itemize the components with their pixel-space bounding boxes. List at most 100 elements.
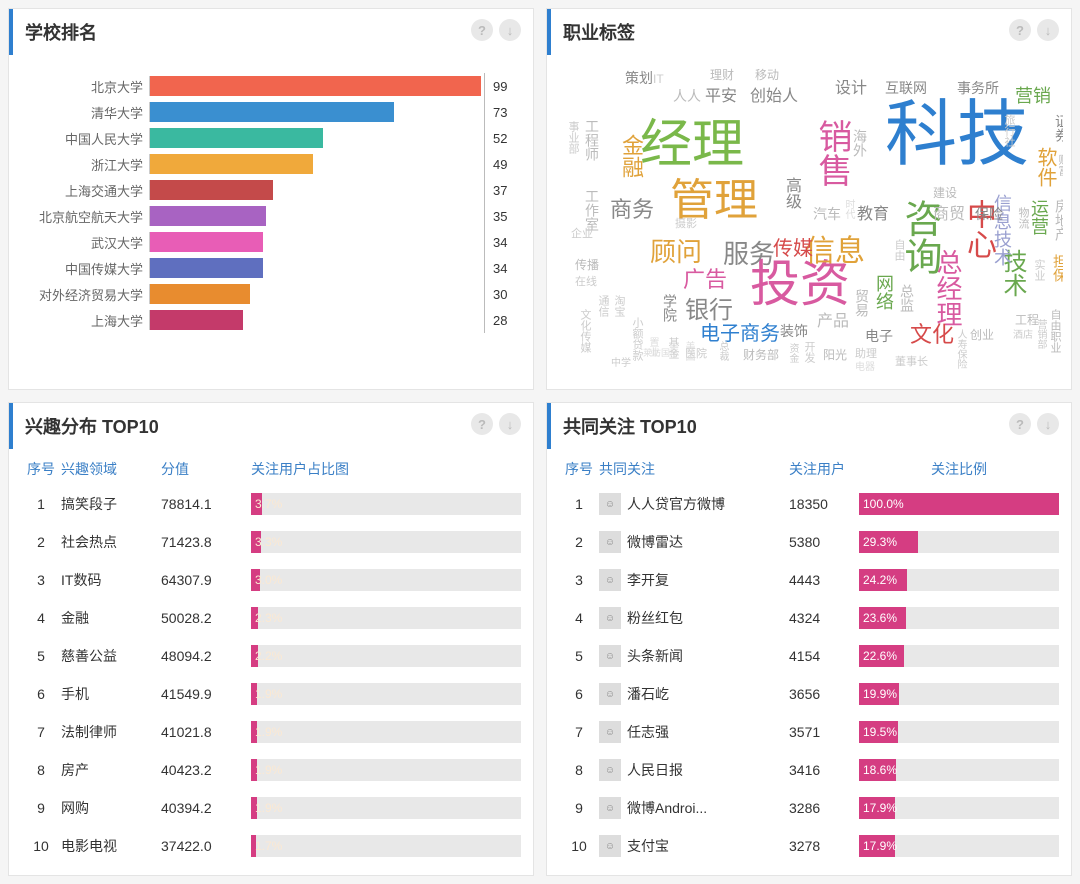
wordcloud-word: 软件 bbox=[1035, 147, 1055, 187]
wordcloud-word: 酒店 bbox=[1013, 331, 1033, 341]
wordcloud-word: 平安 bbox=[705, 89, 737, 105]
wordcloud-word: 阳光 bbox=[823, 349, 847, 361]
table-row: 2社会热点71423.83.3% bbox=[9, 523, 533, 561]
help-icon[interactable]: ? bbox=[1009, 19, 1031, 41]
wordcloud-word: 服务 bbox=[723, 241, 775, 267]
bar-row: 清华大学73 bbox=[21, 99, 521, 125]
cell-name: ☺微博雷达 bbox=[599, 531, 789, 553]
bar-row: 对外经济贸易大学30 bbox=[21, 281, 521, 307]
wordcloud-word: 创始人 bbox=[750, 89, 798, 105]
cell-users: 18350 bbox=[789, 496, 859, 512]
panel-follow-top10: 共同关注 TOP10 ? ↓ 序号 共同关注 关注用户 关注比例 1☺人人贷官方… bbox=[546, 402, 1072, 876]
wordcloud-word: 摄影 bbox=[675, 219, 697, 230]
wordcloud-word: 房地产 bbox=[1055, 199, 1063, 241]
wordcloud-word: 事业部 bbox=[567, 121, 578, 154]
cell-bar: 2.3% bbox=[251, 607, 521, 629]
wordcloud-word: 产品 bbox=[817, 314, 849, 330]
wordcloud-word: 旅行社 bbox=[1003, 114, 1014, 147]
download-icon[interactable]: ↓ bbox=[499, 19, 521, 41]
panel-title: 职业标签 bbox=[563, 19, 1059, 45]
cell-name: IT数码 bbox=[61, 570, 161, 590]
wordcloud-word: 工作室 bbox=[585, 189, 599, 231]
bar-value: 37 bbox=[485, 183, 521, 198]
bar-row: 武汉大学34 bbox=[21, 229, 521, 255]
cell-name: ☺微博Androi... bbox=[599, 797, 789, 819]
bar-label: 上海交通大学 bbox=[21, 181, 149, 200]
cell-users: 3656 bbox=[789, 686, 859, 702]
wordcloud-word: 证券 bbox=[1055, 114, 1063, 142]
cell-idx: 6 bbox=[559, 686, 599, 702]
bar-label: 上海大学 bbox=[21, 311, 149, 330]
cell-name: ☺潘石屹 bbox=[599, 683, 789, 705]
bar-row: 中国人民大学52 bbox=[21, 125, 521, 151]
cell-users: 3278 bbox=[789, 838, 859, 854]
wordcloud-word: 营销部 bbox=[1035, 319, 1045, 349]
wordcloud-word: 美国 bbox=[683, 341, 693, 361]
wordcloud-word: 电器 bbox=[855, 363, 875, 373]
cell-score: 41021.8 bbox=[161, 724, 251, 740]
wordcloud-word: 贸易 bbox=[855, 289, 869, 317]
cell-name: ☺粉丝红包 bbox=[599, 607, 789, 629]
wordcloud-word: 通信 bbox=[597, 295, 608, 317]
cell-ratio: 18.6% bbox=[859, 759, 1059, 781]
wordcloud-word: 互联网 bbox=[885, 81, 927, 95]
wordcloud-word: 网络 bbox=[875, 274, 893, 310]
panel-job-tags: 职业标签 ? ↓ 科技经理投资管理咨询销售信息中心总经理服务顾问技术银行商务广告… bbox=[546, 8, 1072, 390]
table-row: 6手机41549.91.9% bbox=[9, 675, 533, 713]
wordcloud-word: 销售 bbox=[815, 119, 849, 187]
bar-value: 35 bbox=[485, 209, 521, 224]
cell-idx: 6 bbox=[21, 686, 61, 702]
cell-ratio: 29.3% bbox=[859, 531, 1059, 553]
cell-name: 金融 bbox=[61, 608, 161, 628]
cell-name: ☺李开复 bbox=[599, 569, 789, 591]
help-icon[interactable]: ? bbox=[471, 413, 493, 435]
col-ratio: 关注比例 bbox=[859, 459, 1059, 479]
wordcloud-word: 移动 bbox=[755, 69, 779, 81]
cell-idx: 4 bbox=[21, 610, 61, 626]
cell-score: 50028.2 bbox=[161, 610, 251, 626]
wordcloud-word: 海外 bbox=[853, 129, 867, 157]
panel-title: 学校排名 bbox=[25, 19, 521, 45]
wordcloud-word: IT bbox=[653, 73, 664, 85]
cell-score: 37422.0 bbox=[161, 838, 251, 854]
wordcloud-word: 事务所 bbox=[957, 81, 999, 95]
wordcloud-word: 自由 bbox=[893, 239, 904, 261]
cell-name: 网购 bbox=[61, 798, 161, 818]
wordcloud-word: 淘宝 bbox=[613, 295, 624, 317]
download-icon[interactable]: ↓ bbox=[1037, 413, 1059, 435]
bar-value: 28 bbox=[485, 313, 521, 328]
cell-idx: 4 bbox=[559, 610, 599, 626]
cell-idx: 2 bbox=[21, 534, 61, 550]
help-icon[interactable]: ? bbox=[1009, 413, 1031, 435]
cell-bar: 2.2% bbox=[251, 645, 521, 667]
avatar: ☺ bbox=[599, 721, 621, 743]
wordcloud-word: 在线 bbox=[575, 277, 597, 288]
download-icon[interactable]: ↓ bbox=[499, 413, 521, 435]
cell-users: 3416 bbox=[789, 762, 859, 778]
table-row: 9网购40394.21.9% bbox=[9, 789, 533, 827]
wordcloud-word: 信息技术 bbox=[993, 194, 1011, 266]
wordcloud-word: 理财 bbox=[710, 69, 734, 81]
avatar: ☺ bbox=[599, 493, 621, 515]
wordcloud-word: 物流 bbox=[1017, 207, 1028, 229]
table-row: 2☺微博雷达538029.3% bbox=[547, 523, 1071, 561]
cell-score: 48094.2 bbox=[161, 648, 251, 664]
cell-idx: 1 bbox=[559, 496, 599, 512]
cell-bar: 3.0% bbox=[251, 569, 521, 591]
table-row: 10☺支付宝327817.9% bbox=[547, 827, 1071, 865]
bar-label: 清华大学 bbox=[21, 103, 149, 122]
cell-idx: 5 bbox=[21, 648, 61, 664]
cell-idx: 8 bbox=[21, 762, 61, 778]
bar-label: 北京大学 bbox=[21, 77, 149, 96]
wordcloud-word: 信息 bbox=[805, 237, 865, 267]
bar-value: 49 bbox=[485, 157, 521, 172]
wordcloud-word: 小额贷款 bbox=[631, 317, 642, 361]
wordcloud-word: 商务 bbox=[610, 199, 654, 221]
cell-users: 4154 bbox=[789, 648, 859, 664]
wordcloud-word: 金融 bbox=[620, 134, 642, 178]
cell-name: 电影电视 bbox=[61, 836, 161, 856]
wordcloud-word: 财富 bbox=[1057, 154, 1063, 176]
download-icon[interactable]: ↓ bbox=[1037, 19, 1059, 41]
wordcloud-word: 商贸 bbox=[933, 207, 965, 223]
help-icon[interactable]: ? bbox=[471, 19, 493, 41]
